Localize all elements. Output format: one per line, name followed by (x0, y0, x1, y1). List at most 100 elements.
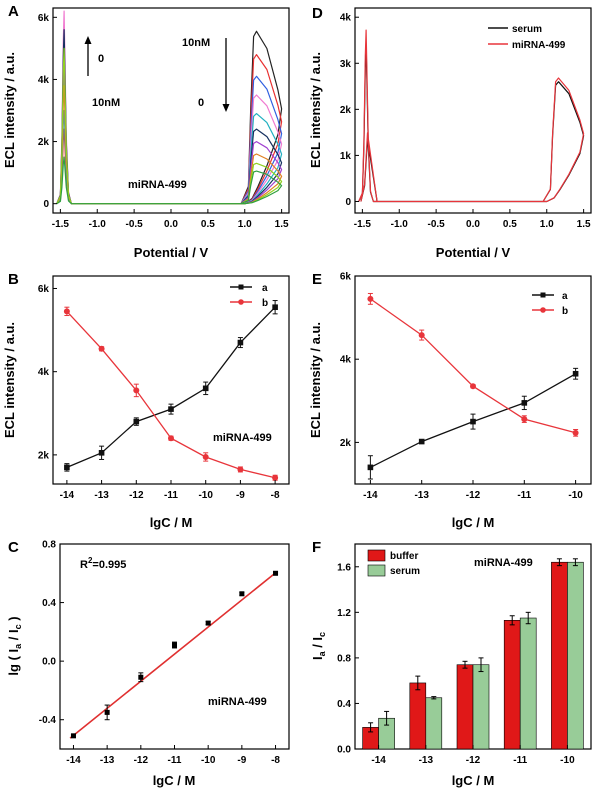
bar-buffer-2 (456, 664, 474, 750)
annotation-r-squared: R2=0.995 (80, 556, 126, 571)
x-tick-label: 1.5 (577, 219, 591, 230)
data-point-b (418, 332, 425, 339)
y-tick-label: 4k (340, 13, 352, 24)
legend: a b (532, 291, 568, 317)
data-point-a (64, 464, 70, 471)
y-tick-label: 2k (340, 438, 352, 449)
down-arrow-head (222, 104, 230, 112)
panel-b: B -14 -13 -12 -11 -10 -9 -8 2k 4k 6k lgC / M ECL… (2, 271, 290, 530)
panel-letter-a: A (8, 3, 19, 20)
y-tick-label: 6k (38, 284, 50, 295)
y-tick-label: 4k (38, 367, 50, 378)
data-point-a (418, 438, 425, 445)
cv-curve-8 (56, 47, 283, 205)
x-tick-label: -12 (134, 755, 149, 766)
panel-letter-e: E (312, 271, 322, 288)
x-tick-label: 1.0 (540, 219, 554, 230)
x-tick-label: -1.5 (354, 219, 372, 230)
legend-label-a: a (562, 291, 568, 302)
legend-swatch-buffer (367, 549, 386, 562)
y-axis-label: lg ( Ia / Ic ) (6, 616, 23, 675)
data-point-b (521, 416, 528, 423)
up-arrow-head (84, 36, 92, 44)
cv-curve-9 (56, 156, 283, 205)
legend-label-b: b (262, 298, 268, 309)
x-tick-label: -13 (94, 490, 109, 501)
data-point-a (133, 418, 140, 425)
x-tick-label: -11 (513, 755, 527, 766)
data-point (172, 642, 177, 648)
y-axis-label: ECL intensity / a.u. (2, 322, 17, 438)
data-point-a (98, 450, 105, 456)
data-point-a (470, 418, 476, 425)
cv-curve-1 (358, 29, 585, 203)
y-tick-label: -0.4 (39, 715, 57, 726)
x-tick-label: -14 (60, 490, 75, 501)
y-tick-label: 2k (38, 450, 50, 461)
panel-letter-b: B (8, 271, 19, 288)
legend-label-buffer: buffer (390, 551, 418, 562)
y-axis-label: ECL intensity / a.u. (308, 322, 323, 438)
cv-curve-7 (56, 85, 283, 205)
x-axis-label: lgC / M (150, 515, 193, 530)
data-point-b (98, 345, 105, 352)
x-tick-label: -1.5 (52, 219, 70, 230)
panel-letter-c: C (8, 539, 19, 556)
y-tick-label: 0 (43, 199, 49, 210)
y-axis-label: Ia / Ic (310, 632, 327, 660)
x-tick-label: -1.0 (391, 219, 409, 230)
legend-label-mirna: miRNA-499 (512, 40, 566, 51)
x-tick-label: -8 (271, 755, 280, 766)
data-point-a (521, 400, 528, 406)
y-tick-label: 6k (38, 13, 50, 24)
x-tick-label: -10 (568, 490, 583, 501)
x-tick-label: -10 (201, 755, 216, 766)
x-axis-label: Potential / V (134, 245, 209, 260)
x-tick-label: 0.5 (503, 219, 517, 230)
y-tick-label: 0.4 (42, 598, 56, 609)
x-tick-label: -9 (237, 755, 246, 766)
data-point-b (572, 429, 579, 436)
legend-marker-a (238, 284, 244, 290)
data-point-b (133, 387, 140, 394)
annotation-f-mirna: miRNA-499 (474, 557, 533, 569)
legend-label-b: b (562, 306, 568, 317)
x-tick-label: -11 (517, 490, 531, 501)
y-tick-label: 4k (340, 355, 352, 366)
bar-serum-1 (425, 697, 443, 750)
legend-marker-b (540, 307, 546, 313)
data-point (138, 674, 144, 680)
legend-label-serum: serum (390, 566, 420, 577)
data-point-a (168, 406, 174, 412)
legend-marker-a (540, 292, 546, 298)
x-tick-label: -9 (236, 490, 245, 501)
y-tick-label: 2k (38, 137, 50, 148)
y-tick-label: 0.0 (42, 657, 56, 668)
y-tick-label: 1k (340, 151, 352, 162)
x-tick-label: -14 (363, 490, 378, 501)
panel-letter-d: D (312, 5, 323, 22)
data-point (239, 591, 245, 597)
x-tick-label: -14 (371, 755, 386, 766)
fit-line (69, 570, 278, 739)
cv-curve-4 (56, 109, 283, 205)
x-tick-label: -0.5 (428, 219, 446, 230)
x-tick-label: -10 (198, 490, 213, 501)
data-point-a (272, 304, 278, 310)
annotation-a-10nm-right: 10nM (182, 37, 210, 49)
y-tick-label: 2k (340, 105, 352, 116)
y-tick-label: 3k (340, 59, 352, 70)
x-tick-label: -11 (164, 490, 178, 501)
bar-serum-2 (472, 664, 490, 750)
annotation-c-mirna: miRNA-499 (208, 696, 267, 708)
x-tick-label: 1.5 (275, 219, 289, 230)
y-tick-label: 0 (345, 197, 351, 208)
bar-buffer-1 (409, 682, 427, 750)
x-tick-label: 0.0 (466, 219, 480, 230)
x-tick-label: -13 (419, 755, 434, 766)
data-point (205, 620, 211, 626)
data-point-b (237, 466, 244, 473)
data-point (104, 709, 110, 715)
legend-label-a: a (262, 283, 268, 294)
x-tick-label: 1.0 (238, 219, 252, 230)
